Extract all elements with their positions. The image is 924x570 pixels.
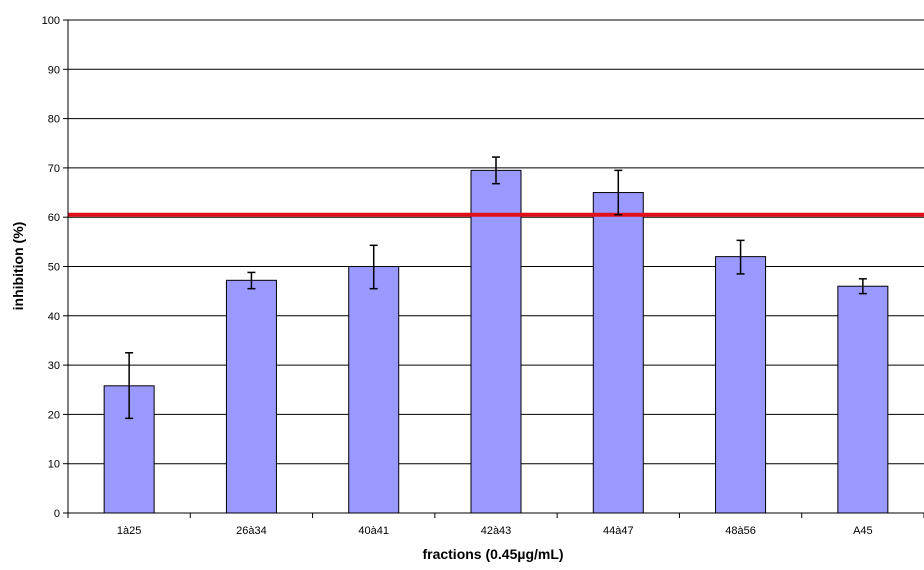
error-bar-A45: [858, 278, 867, 295]
y-tick-label: 20: [48, 409, 60, 421]
x-tick-label: 42à43: [481, 525, 512, 537]
bar-40à41: [348, 266, 400, 514]
y-tick-label: 70: [48, 163, 60, 175]
x-tick-label: 40à41: [358, 525, 389, 537]
y-tick-label: 40: [48, 311, 60, 323]
bar-48à56: [715, 256, 767, 514]
y-tick-label: 50: [48, 262, 60, 274]
error-bar-1à25: [125, 352, 134, 420]
bar-26à34: [225, 279, 277, 514]
error-bar-40à41: [369, 244, 378, 290]
error-bars: [125, 156, 867, 420]
y-tick-label: 30: [48, 360, 60, 372]
x-tick-label: A45: [853, 525, 873, 537]
x-tick-label: 26à34: [236, 525, 267, 537]
y-tick-label: 10: [48, 459, 60, 471]
y-axis-title: inhibition (%): [10, 222, 26, 311]
error-bar-42à43: [492, 156, 500, 185]
x-axis-title: fractions (0.45µg/mL): [422, 546, 563, 562]
error-bar-44à47: [614, 169, 623, 216]
tick-labels: 0 10 20 30 40 50 60 70 80 90 100 1à25 26à34 40à41 42à4…: [42, 15, 873, 537]
bar-42à43: [470, 169, 522, 514]
error-bar-26à34: [247, 271, 256, 290]
y-tick-label: 100: [42, 15, 60, 27]
x-tick-label: 1à25: [117, 525, 141, 537]
x-tick-label: 48à56: [725, 525, 756, 537]
y-tick-label: 0: [54, 508, 60, 520]
axes: [63, 19, 924, 518]
bar-A45: [837, 285, 889, 514]
y-tick-label: 60: [48, 212, 60, 224]
x-tick-label: 44à47: [603, 525, 634, 537]
bar-44à47: [592, 192, 644, 514]
bars: [103, 169, 889, 514]
error-bar-48à56: [736, 239, 745, 275]
y-tick-label: 90: [48, 64, 60, 76]
y-tick-label: 80: [48, 114, 60, 126]
